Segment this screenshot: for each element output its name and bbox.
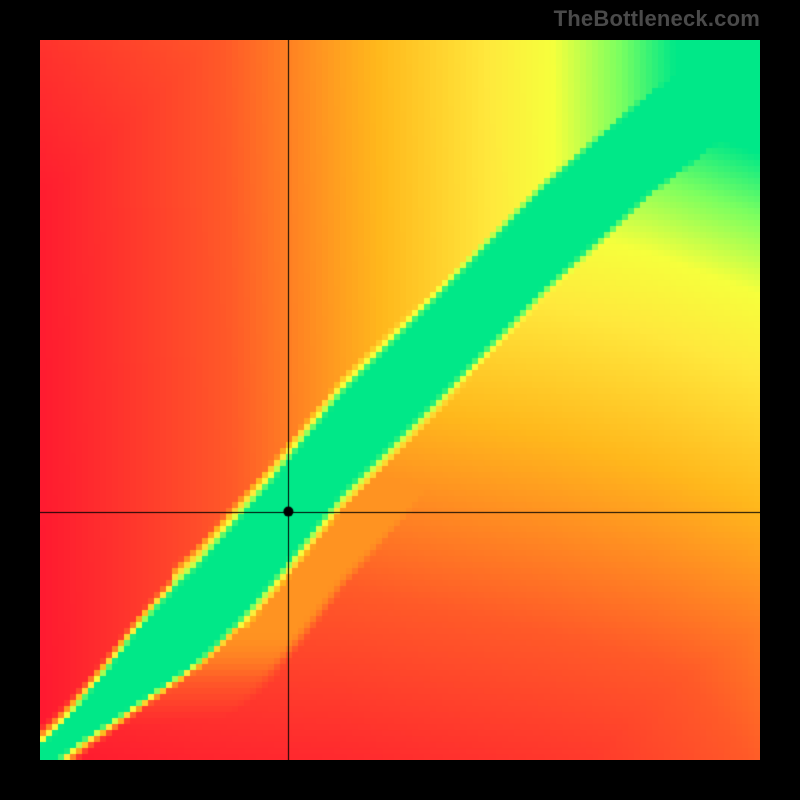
plot-area: [40, 40, 760, 760]
chart-container: TheBottleneck.com: [0, 0, 800, 800]
watermark-text: TheBottleneck.com: [554, 6, 760, 32]
heatmap-canvas: [40, 40, 760, 760]
